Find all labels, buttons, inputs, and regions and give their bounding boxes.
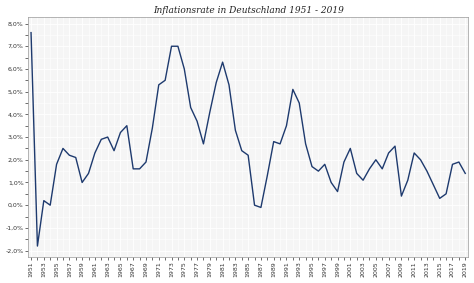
Title: Inflationsrate in Deutschland 1951 - 2019: Inflationsrate in Deutschland 1951 - 201…: [153, 6, 344, 14]
